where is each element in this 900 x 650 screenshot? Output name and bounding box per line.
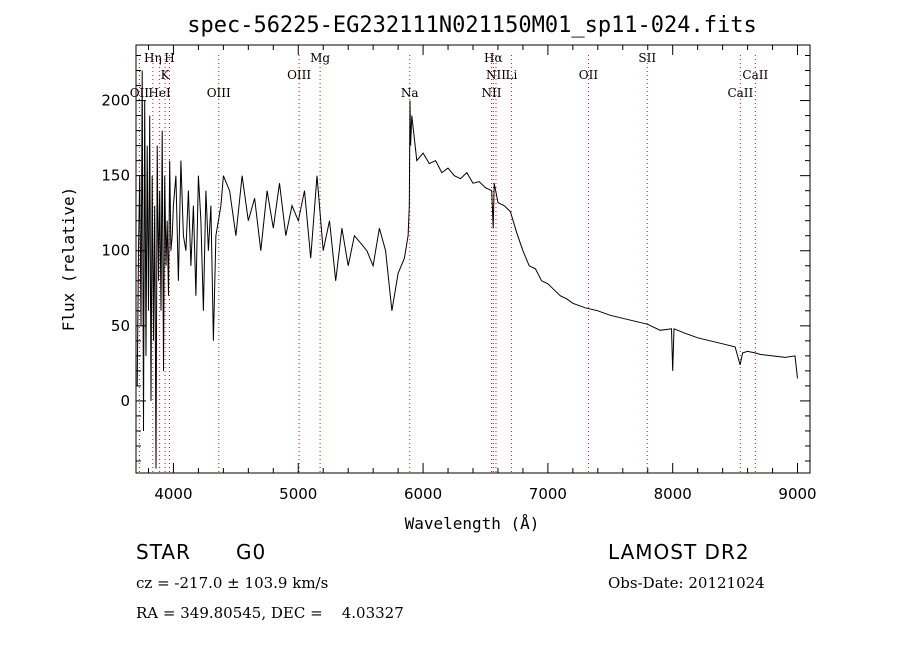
marker-label: OIII [287,68,311,82]
x-tick-label: 8000 [654,485,692,503]
marker-label: CaII [727,86,753,100]
x-axis-label: Wavelength (Å) [405,514,540,533]
x-tick-label: 9000 [778,485,816,503]
marker-label: OII [579,68,599,82]
marker-label: HeI [148,86,171,100]
marker-label: Hη [144,51,162,65]
marker-label: OIII [207,86,231,100]
chart-title: spec-56225-EG232111N021150M01_sp11-024.f… [187,13,757,38]
spectrum-line [136,70,798,469]
marker-label: NII [486,68,506,82]
x-tick-label: 6000 [404,485,442,503]
obs-date-text: Obs-Date: 20121024 [608,574,765,592]
marker-label: NII [481,86,501,100]
marker-label: Hα [484,51,503,65]
marker-label: K [161,68,171,82]
x-axis-ticks: 4000 5000 6000 7000 8000 9000 [147,45,817,503]
survey-name: LAMOST DR2 [608,540,750,564]
marker-label: Na [401,86,419,100]
object-class: STAR [136,540,191,564]
y-axis-label: Flux (relative) [59,187,78,332]
y-tick-label: 0 [120,392,130,410]
coordinates-text: RA = 349.80545, DEC = 4.03327 [136,604,404,622]
y-tick-label: 50 [111,317,130,335]
x-tick-label: 7000 [529,485,567,503]
marker-label: CaII [742,68,768,82]
spectrum-series [136,70,798,469]
y-tick-label: 200 [101,92,130,110]
x-tick-label: 5000 [279,485,317,503]
x-tick-label: 4000 [154,485,192,503]
object-subclass: G0 [236,540,267,564]
plot-frame [135,44,811,474]
marker-label: SII [638,51,656,65]
spectral-line-markers [138,55,756,473]
marker-label: Mg [310,51,330,65]
redshift-text: cz = -217.0 ± 103.9 km/s [136,574,329,592]
y-tick-label: 100 [101,242,130,260]
y-tick-label: 150 [101,167,130,185]
marker-label: H [164,51,174,65]
marker-label: Li [506,68,518,82]
y-axis-ticks: 0 50 100 150 200 [101,55,810,462]
marker-label: OII [130,86,150,100]
